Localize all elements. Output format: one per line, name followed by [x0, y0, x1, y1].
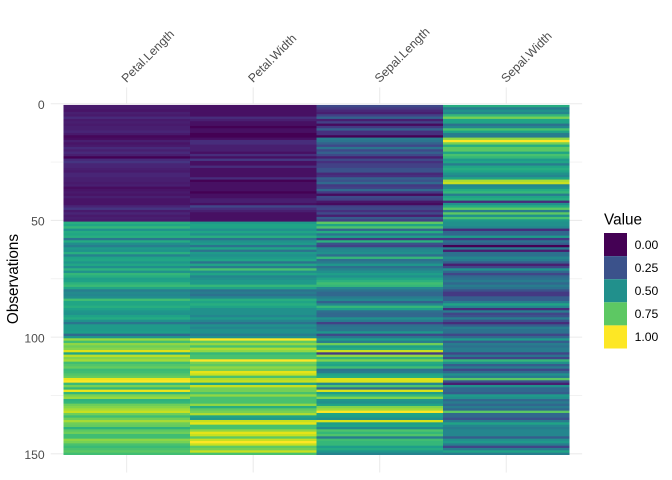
svg-text:0: 0 — [38, 98, 45, 112]
svg-text:Value: Value — [604, 212, 642, 229]
svg-text:100: 100 — [24, 331, 45, 345]
svg-text:1.00: 1.00 — [635, 330, 659, 344]
svg-text:0.50: 0.50 — [635, 284, 659, 298]
svg-text:0.25: 0.25 — [635, 261, 659, 275]
svg-text:50: 50 — [31, 215, 45, 229]
svg-text:150: 150 — [24, 448, 45, 462]
svg-text:Observations: Observations — [5, 234, 22, 324]
svg-text:0.75: 0.75 — [635, 307, 659, 321]
svg-text:0.00: 0.00 — [635, 238, 659, 252]
